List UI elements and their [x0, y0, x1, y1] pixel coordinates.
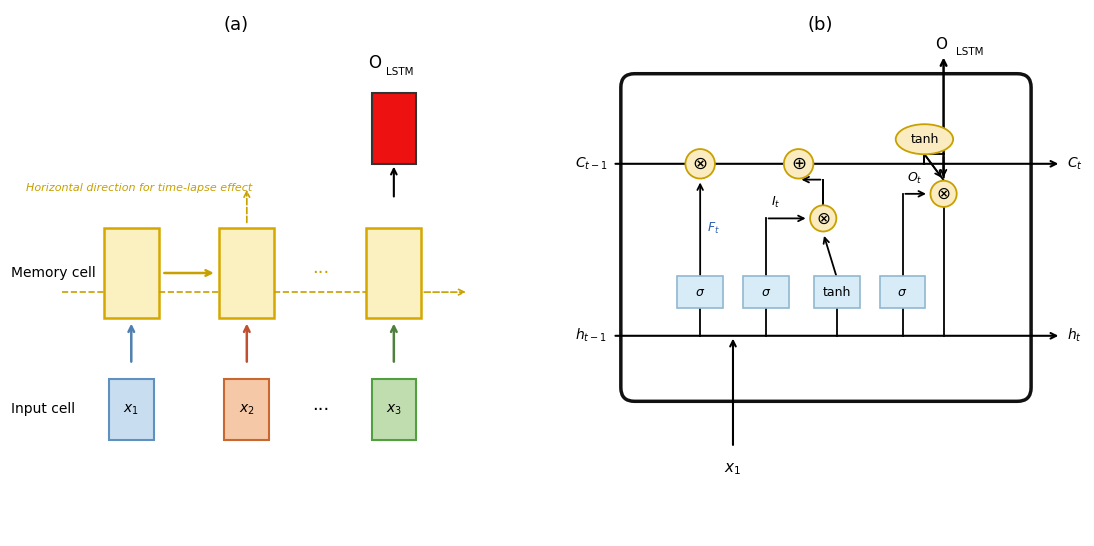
Text: $C_{t-1}$: $C_{t-1}$ [574, 156, 607, 172]
Text: $\mathregular{O}$: $\mathregular{O}$ [368, 54, 382, 72]
Text: ···: ··· [312, 401, 329, 418]
Text: Memory cell: Memory cell [11, 266, 95, 280]
FancyBboxPatch shape [814, 276, 860, 308]
Text: $F_t$: $F_t$ [707, 221, 720, 235]
Text: $\otimes$: $\otimes$ [816, 210, 830, 227]
FancyBboxPatch shape [743, 276, 789, 308]
Text: ···: ··· [312, 264, 329, 282]
Text: $h_{t-1}$: $h_{t-1}$ [575, 327, 607, 345]
Circle shape [685, 149, 715, 179]
Text: $\sigma$: $\sigma$ [760, 286, 771, 299]
Ellipse shape [896, 124, 953, 154]
Text: $\mathregular{O}$: $\mathregular{O}$ [935, 35, 948, 52]
Text: $\sigma$: $\sigma$ [695, 286, 706, 299]
Text: (a): (a) [224, 16, 248, 34]
Text: tanh: tanh [823, 286, 851, 299]
Text: $x_3$: $x_3$ [386, 402, 401, 417]
FancyBboxPatch shape [109, 379, 153, 440]
Text: $x_1$: $x_1$ [124, 402, 139, 417]
Text: $h_t$: $h_t$ [1067, 327, 1082, 345]
Text: $\oplus$: $\oplus$ [791, 155, 806, 173]
Text: $x_2$: $x_2$ [238, 402, 255, 417]
FancyBboxPatch shape [104, 228, 159, 318]
FancyBboxPatch shape [219, 228, 275, 318]
FancyBboxPatch shape [677, 276, 723, 308]
Circle shape [930, 181, 956, 207]
FancyBboxPatch shape [372, 379, 416, 440]
Text: LSTM: LSTM [956, 47, 984, 57]
FancyBboxPatch shape [224, 379, 269, 440]
Text: LSTM: LSTM [386, 67, 414, 77]
Text: Input cell: Input cell [11, 402, 74, 417]
Text: $O_t$: $O_t$ [907, 170, 922, 186]
Text: $\sigma$: $\sigma$ [897, 286, 908, 299]
Circle shape [783, 149, 814, 179]
Text: Horizontal direction for time-lapse effect: Horizontal direction for time-lapse effe… [26, 183, 253, 193]
Circle shape [810, 205, 837, 232]
FancyBboxPatch shape [372, 93, 416, 164]
FancyBboxPatch shape [366, 228, 421, 318]
Text: $\otimes$: $\otimes$ [936, 185, 951, 203]
Text: $C_t$: $C_t$ [1067, 156, 1082, 172]
Text: $\otimes$: $\otimes$ [693, 155, 708, 173]
Text: (b): (b) [807, 16, 834, 34]
FancyBboxPatch shape [621, 74, 1031, 401]
FancyBboxPatch shape [880, 276, 926, 308]
Text: $x_1$: $x_1$ [724, 461, 742, 477]
Text: tanh: tanh [910, 133, 939, 146]
Text: $I_t$: $I_t$ [771, 195, 781, 210]
